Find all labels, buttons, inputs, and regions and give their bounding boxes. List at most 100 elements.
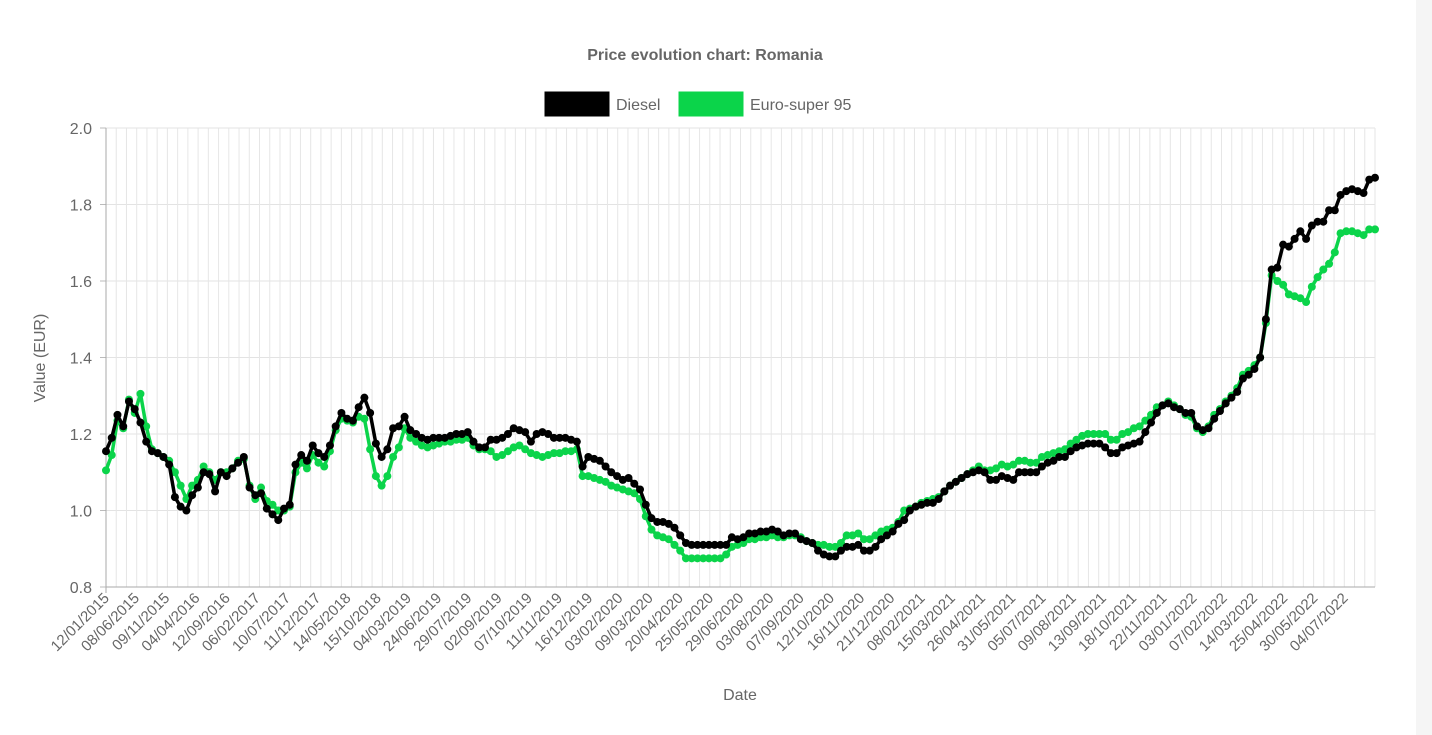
data-point-diesel[interactable] <box>1204 424 1213 433</box>
data-point-euro-super-95[interactable] <box>107 451 116 460</box>
data-point-euro-super-95[interactable] <box>1032 458 1041 467</box>
data-point-euro-super-95[interactable] <box>1101 430 1110 438</box>
data-point-euro-super-95[interactable] <box>1365 225 1374 234</box>
data-point-euro-super-95[interactable] <box>693 554 702 563</box>
data-point-euro-super-95[interactable] <box>1112 435 1121 444</box>
data-point-diesel[interactable] <box>865 546 874 555</box>
data-point-diesel[interactable] <box>687 540 696 549</box>
data-point-diesel[interactable] <box>859 546 868 555</box>
data-point-euro-super-95[interactable] <box>503 447 512 456</box>
data-point-euro-super-95[interactable] <box>739 539 748 548</box>
data-point-euro-super-95[interactable] <box>704 554 713 563</box>
data-point-diesel[interactable] <box>371 439 380 448</box>
data-point-diesel[interactable] <box>1152 408 1161 417</box>
data-point-diesel[interactable] <box>653 517 662 526</box>
data-point-diesel[interactable] <box>641 500 650 509</box>
data-point-diesel[interactable] <box>572 437 581 446</box>
data-point-euro-super-95[interactable] <box>360 414 369 423</box>
data-point-diesel[interactable] <box>1319 217 1328 226</box>
data-point-diesel[interactable] <box>394 422 403 431</box>
data-point-diesel[interactable] <box>325 441 334 450</box>
data-point-diesel[interactable] <box>664 519 673 528</box>
data-point-euro-super-95[interactable] <box>1014 456 1023 465</box>
data-point-diesel[interactable] <box>188 491 197 500</box>
data-point-diesel[interactable] <box>613 472 622 481</box>
data-point-euro-super-95[interactable] <box>756 533 765 542</box>
data-point-diesel[interactable] <box>928 498 937 507</box>
data-point-euro-super-95[interactable] <box>498 451 507 460</box>
data-point-euro-super-95[interactable] <box>601 477 610 486</box>
data-point-diesel[interactable] <box>486 435 495 444</box>
data-point-euro-super-95[interactable] <box>314 458 323 467</box>
data-point-diesel[interactable] <box>831 552 840 561</box>
data-point-euro-super-95[interactable] <box>136 389 145 398</box>
data-point-diesel[interactable] <box>710 540 719 549</box>
data-point-euro-super-95[interactable] <box>320 462 329 471</box>
data-point-euro-super-95[interactable] <box>859 535 868 544</box>
data-point-diesel[interactable] <box>555 433 564 442</box>
data-point-euro-super-95[interactable] <box>871 531 880 540</box>
data-point-diesel[interactable] <box>400 412 409 421</box>
data-point-diesel[interactable] <box>366 408 375 417</box>
data-point-euro-super-95[interactable] <box>1009 460 1018 469</box>
data-point-euro-super-95[interactable] <box>1095 430 1104 438</box>
data-point-diesel[interactable] <box>452 430 461 438</box>
data-point-diesel[interactable] <box>791 529 800 538</box>
data-point-diesel[interactable] <box>1192 422 1201 431</box>
data-point-euro-super-95[interactable] <box>670 540 679 549</box>
data-point-diesel[interactable] <box>1101 443 1110 452</box>
data-point-euro-super-95[interactable] <box>377 481 386 490</box>
data-point-euro-super-95[interactable] <box>268 500 277 509</box>
data-point-euro-super-95[interactable] <box>681 554 690 563</box>
data-point-diesel[interactable] <box>951 477 960 486</box>
data-point-diesel[interactable] <box>1187 408 1196 417</box>
data-point-diesel[interactable] <box>348 416 357 425</box>
data-point-euro-super-95[interactable] <box>371 472 380 481</box>
data-point-diesel[interactable] <box>1014 468 1023 477</box>
data-point-euro-super-95[interactable] <box>676 546 685 555</box>
data-point-diesel[interactable] <box>756 527 765 536</box>
data-point-diesel[interactable] <box>808 539 817 548</box>
data-point-diesel[interactable] <box>934 495 943 504</box>
data-point-diesel[interactable] <box>102 447 110 456</box>
data-point-euro-super-95[interactable] <box>1124 428 1133 437</box>
data-point-euro-super-95[interactable] <box>1072 435 1081 444</box>
data-point-diesel[interactable] <box>1244 370 1253 379</box>
data-point-diesel[interactable] <box>302 456 311 465</box>
data-point-euro-super-95[interactable] <box>383 472 392 481</box>
data-point-diesel[interactable] <box>836 546 845 555</box>
data-point-diesel[interactable] <box>871 542 880 551</box>
data-point-diesel[interactable] <box>1227 393 1236 402</box>
data-point-euro-super-95[interactable] <box>664 535 673 544</box>
data-point-diesel[interactable] <box>1141 428 1150 437</box>
data-point-diesel[interactable] <box>699 540 708 549</box>
data-point-diesel[interactable] <box>1089 439 1098 448</box>
data-point-diesel[interactable] <box>337 408 346 417</box>
data-point-diesel[interactable] <box>1302 234 1311 243</box>
data-point-diesel[interactable] <box>412 430 421 438</box>
data-point-diesel[interactable] <box>1330 206 1339 215</box>
data-point-euro-super-95[interactable] <box>1313 273 1322 282</box>
data-point-diesel[interactable] <box>578 462 587 471</box>
data-point-diesel[interactable] <box>216 468 225 477</box>
data-point-euro-super-95[interactable] <box>722 550 731 559</box>
data-point-diesel[interactable] <box>245 483 254 492</box>
data-point-euro-super-95[interactable] <box>366 445 375 454</box>
data-point-diesel[interactable] <box>894 519 903 528</box>
data-point-diesel[interactable] <box>475 443 484 452</box>
data-point-euro-super-95[interactable] <box>1089 430 1098 438</box>
data-point-euro-super-95[interactable] <box>1330 248 1339 257</box>
data-point-euro-super-95[interactable] <box>1135 422 1144 431</box>
data-point-diesel[interactable] <box>130 405 139 414</box>
data-point-diesel[interactable] <box>228 464 237 473</box>
data-point-diesel[interactable] <box>854 540 863 549</box>
legend-item-diesel[interactable]: Diesel <box>544 91 660 117</box>
data-point-diesel[interactable] <box>1210 414 1219 423</box>
data-point-euro-super-95[interactable] <box>836 539 845 548</box>
data-point-diesel[interactable] <box>498 433 507 442</box>
data-point-euro-super-95[interactable] <box>1325 259 1334 268</box>
data-point-euro-super-95[interactable] <box>710 554 719 563</box>
data-point-euro-super-95[interactable] <box>1371 225 1379 234</box>
data-point-euro-super-95[interactable] <box>521 445 530 454</box>
data-point-diesel[interactable] <box>354 403 363 412</box>
